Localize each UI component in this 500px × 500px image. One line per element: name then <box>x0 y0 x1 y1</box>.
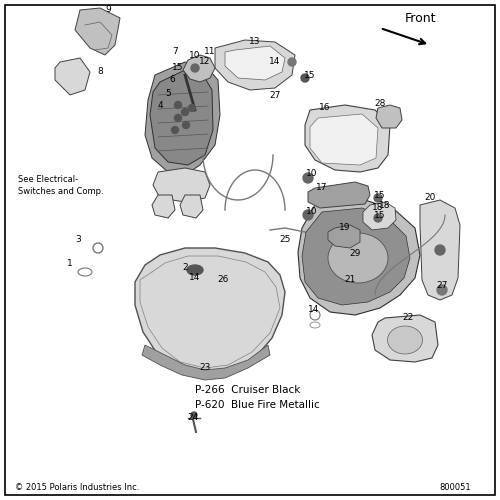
Circle shape <box>188 104 196 112</box>
Text: 21: 21 <box>344 276 356 284</box>
Text: 18: 18 <box>380 200 391 209</box>
Polygon shape <box>150 70 213 165</box>
Text: © 2015 Polaris Industries Inc.: © 2015 Polaris Industries Inc. <box>15 482 140 492</box>
Text: 11: 11 <box>204 48 216 56</box>
Ellipse shape <box>388 326 422 354</box>
Polygon shape <box>180 195 203 218</box>
Text: 8: 8 <box>97 68 103 76</box>
Text: 10: 10 <box>306 168 318 177</box>
Polygon shape <box>328 225 360 248</box>
Text: 29: 29 <box>350 250 360 258</box>
Ellipse shape <box>328 233 388 283</box>
Polygon shape <box>420 200 460 300</box>
Text: 17: 17 <box>316 182 328 192</box>
Text: 15: 15 <box>172 64 184 72</box>
Polygon shape <box>298 200 420 315</box>
Text: 20: 20 <box>424 194 436 202</box>
Circle shape <box>435 245 445 255</box>
Circle shape <box>303 210 313 220</box>
Text: P-620  Blue Fire Metallic: P-620 Blue Fire Metallic <box>195 400 320 410</box>
Text: 27: 27 <box>436 282 448 290</box>
Polygon shape <box>225 46 285 80</box>
Text: 23: 23 <box>200 364 210 372</box>
Polygon shape <box>372 315 438 362</box>
Text: 2: 2 <box>182 262 188 272</box>
Circle shape <box>437 285 447 295</box>
Text: See Electrical-
Switches and Comp.: See Electrical- Switches and Comp. <box>18 175 103 196</box>
Text: 12: 12 <box>200 58 210 66</box>
Polygon shape <box>75 8 120 55</box>
Circle shape <box>288 58 296 66</box>
Text: 24: 24 <box>188 414 198 422</box>
Circle shape <box>182 108 188 116</box>
Text: 10: 10 <box>189 50 201 59</box>
Text: 14: 14 <box>190 274 200 282</box>
Text: 3: 3 <box>75 236 81 244</box>
Text: P-266  Cruiser Black: P-266 Cruiser Black <box>195 385 300 395</box>
Circle shape <box>191 412 197 418</box>
Polygon shape <box>308 182 370 208</box>
Text: 14: 14 <box>308 304 320 314</box>
Text: 1: 1 <box>67 260 73 268</box>
Text: 22: 22 <box>402 314 413 322</box>
Circle shape <box>303 173 313 183</box>
Text: 15: 15 <box>304 72 316 80</box>
Polygon shape <box>142 345 270 380</box>
Polygon shape <box>302 208 410 305</box>
Polygon shape <box>310 114 378 165</box>
Text: 14: 14 <box>270 58 280 66</box>
Text: 13: 13 <box>249 38 261 46</box>
Text: 16: 16 <box>320 102 331 112</box>
Text: Front: Front <box>405 12 436 24</box>
Polygon shape <box>183 55 215 82</box>
Circle shape <box>172 126 178 134</box>
Polygon shape <box>376 105 402 128</box>
Circle shape <box>174 114 182 121</box>
Ellipse shape <box>187 265 203 275</box>
Text: 7: 7 <box>172 48 178 56</box>
Text: 4: 4 <box>157 100 163 110</box>
Polygon shape <box>305 105 390 172</box>
Polygon shape <box>135 248 285 376</box>
Circle shape <box>301 74 309 82</box>
Text: 800051: 800051 <box>439 482 471 492</box>
Polygon shape <box>363 202 396 230</box>
Text: 26: 26 <box>218 276 228 284</box>
Circle shape <box>191 64 199 72</box>
Text: 15: 15 <box>374 192 386 200</box>
Text: 25: 25 <box>280 236 290 244</box>
Text: 9: 9 <box>105 6 111 15</box>
Text: 5: 5 <box>165 88 171 98</box>
Polygon shape <box>152 195 175 218</box>
Circle shape <box>374 214 382 222</box>
Polygon shape <box>145 62 220 175</box>
Text: 19: 19 <box>339 222 351 232</box>
Polygon shape <box>153 168 210 202</box>
Circle shape <box>182 122 190 128</box>
Text: 10: 10 <box>306 208 318 216</box>
Text: 18: 18 <box>372 204 384 212</box>
Text: 15: 15 <box>374 210 386 220</box>
Polygon shape <box>55 58 90 95</box>
Polygon shape <box>215 40 295 90</box>
Circle shape <box>374 194 382 202</box>
Text: 27: 27 <box>270 90 280 100</box>
Circle shape <box>174 102 182 108</box>
Text: 6: 6 <box>169 76 175 84</box>
Text: 28: 28 <box>374 98 386 108</box>
